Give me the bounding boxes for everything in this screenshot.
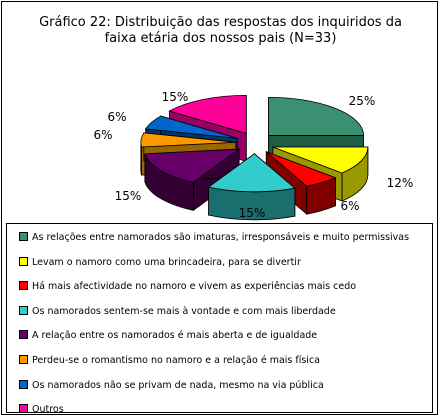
legend-item: As relações entre namorados são imaturas… [19,231,409,245]
legend-item: A relação entre os namorados é mais aber… [19,329,317,343]
legend-item: Levam o namoro como uma brincadeira, par… [19,256,301,270]
legend-item: Os namorados não se privam de nada, mesm… [19,379,324,393]
legend-label: Perdeu-se o romantismo no namoro e a rel… [32,355,320,366]
legend-item: Os namorados sentem-se mais à vontade e … [19,305,336,319]
legend-swatch [19,256,28,266]
legend-swatch [19,330,28,340]
legend-label: Há mais afectividade no namoro e vivem a… [32,281,357,293]
slice-value-label: 6% [93,128,112,142]
chart-title-line-1: Gráfico 22: Distribuição das respostas d… [39,15,402,30]
legend-swatch [19,355,28,364]
legend-swatch [19,305,28,315]
chart-title: Gráfico 22: Distribuição das respostas d… [0,15,441,47]
legend-swatch [19,404,28,414]
pie-slice [144,148,241,212]
legend-item: Outros [19,403,64,417]
slice-value-label: 15% [162,90,189,104]
legend-item: Há mais afectividade no namoro e vivem a… [19,280,356,294]
pie-chart: 25% 12% 6% 15% 15% 6% 6% 15% [93,90,414,221]
slice-value-label: 15% [115,189,142,203]
legend-label: Os namorados não se privam de nada, mesm… [32,379,324,391]
slice-value-label: 6% [340,199,359,213]
legend-label: Outros [32,404,64,416]
chart-title-line-2: faixa etária dos nossos pais (N=33) [104,31,337,46]
slice-value-label: 12% [387,176,414,190]
pie-slice [207,152,296,221]
slice-value-label: 25% [349,94,376,108]
legend-label: As relações entre namorados são imaturas… [32,232,410,243]
chart-legend: As relações entre namorados são imaturas… [6,223,433,415]
legend-swatch [19,232,28,241]
legend-label: A relação entre os namorados é mais aber… [32,330,318,342]
legend-swatch [19,379,28,389]
legend-swatch [19,281,28,291]
slice-value-label: 6% [107,110,126,124]
legend-label: Levam o namoro como uma brincadeira, par… [32,256,301,268]
slice-value-label: 15% [239,206,266,220]
legend-item: Perdeu-se o romantismo no namoro e a rel… [19,354,320,368]
legend-label: Os namorados sentem-se mais à vontade e … [32,305,336,317]
